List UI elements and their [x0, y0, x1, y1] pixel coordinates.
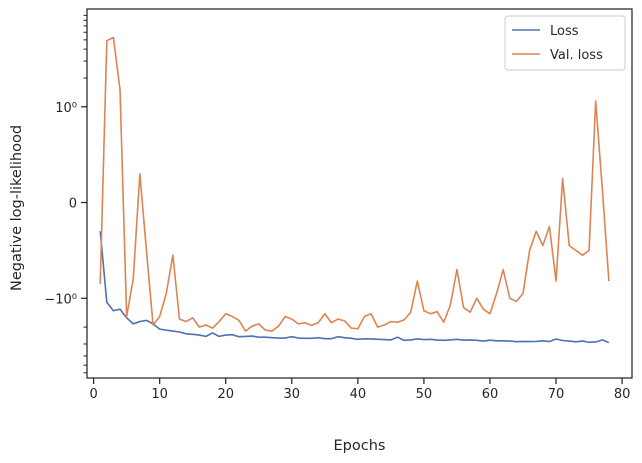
y-tick-label: −10⁰	[44, 292, 77, 307]
series-layer	[99, 36, 610, 344]
y-tick-label: 0	[69, 197, 77, 212]
plot-frame	[86, 8, 633, 379]
legend: Loss Val. loss	[504, 15, 626, 71]
x-tick-label: 50	[416, 387, 433, 402]
x-tick-label: 40	[350, 387, 367, 402]
x-axis: 0 10 20 30 40 50 60 70 80	[89, 378, 630, 402]
x-tick-label: 60	[482, 387, 499, 402]
x-tick-label: 10	[151, 387, 168, 402]
y-tick-label: 10⁰	[55, 101, 77, 116]
series-line-loss	[99, 231, 610, 344]
x-tick-label: 70	[548, 387, 565, 402]
x-tick-label: 30	[284, 387, 301, 402]
legend-label-loss: Loss	[550, 24, 579, 39]
x-tick-label: 20	[217, 387, 234, 402]
legend-label-val-loss: Val. loss	[550, 48, 603, 63]
x-tick-label: 0	[89, 387, 97, 402]
series-line-val-loss	[99, 36, 610, 332]
x-tick-label: 80	[614, 387, 631, 402]
y-axis: 10⁰ 0 −10⁰	[44, 14, 87, 374]
y-axis-label: Negative log-likelihood	[9, 125, 25, 291]
x-axis-label: Epochs	[334, 438, 386, 454]
